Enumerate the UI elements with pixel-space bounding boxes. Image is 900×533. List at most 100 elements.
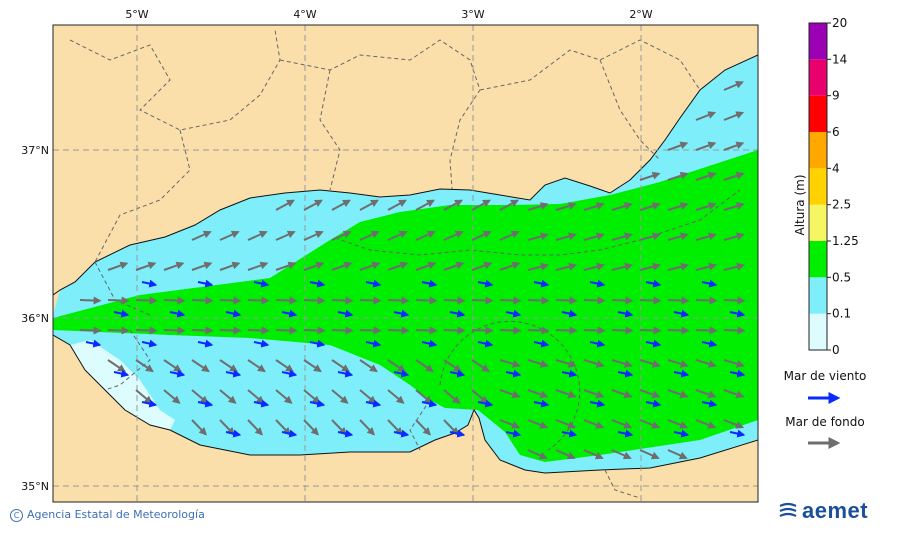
swell-arrow [387, 199, 407, 211]
colorbar-frame [808, 22, 828, 351]
swell-arrow [135, 261, 157, 271]
aemet-logo: aemet [778, 498, 868, 524]
swell-arrow [107, 296, 130, 305]
swell-arrow [667, 141, 689, 151]
swell-arrow [191, 359, 210, 373]
swell-arrow [723, 171, 745, 181]
colorbar-tick-label: 1.25 [832, 234, 859, 248]
lon-label-4w: 4°W [293, 8, 316, 21]
swell-arrow [527, 449, 548, 460]
swell-arrow [331, 359, 350, 373]
swell-arrow [443, 419, 460, 436]
swell-arrow [695, 202, 717, 211]
swell-arrow [499, 419, 521, 429]
wind-sea-arrow [225, 369, 242, 378]
swell-arrow [135, 359, 154, 373]
swell-arrow [583, 202, 605, 211]
swell-arrow [359, 419, 376, 436]
swell-arrow [219, 230, 240, 241]
swell-arrow [667, 232, 689, 241]
swell-arrow [247, 296, 270, 305]
swell-arrow [303, 359, 322, 373]
swell-arrow [667, 326, 690, 335]
swell-arrow [135, 326, 158, 335]
swell-arrow [471, 296, 494, 305]
swell-arrow [331, 230, 352, 241]
map-body [53, 25, 758, 502]
wind-sea-arrow [253, 399, 270, 408]
swell-arrow [723, 389, 745, 399]
wind-sea-arrow [701, 339, 718, 348]
swell-arrow [275, 326, 298, 335]
swell-arrow [555, 326, 578, 335]
swell-arrow [499, 359, 521, 368]
swell-arrow [79, 326, 102, 335]
swell-arrow [555, 419, 577, 429]
swell-arrow [471, 326, 494, 335]
wind-sea-arrow [561, 309, 578, 318]
swell-arrow [275, 359, 294, 373]
swell-arrow [583, 232, 605, 241]
swell-arrow [667, 449, 688, 460]
swell-arrow [527, 262, 549, 271]
swell-arrow [723, 359, 745, 368]
wind-sea-arrow [197, 339, 214, 348]
swell-arrow [527, 326, 550, 335]
swell-arrow [443, 261, 465, 271]
wind-sea-arrow [393, 309, 410, 318]
swell-arrow [723, 232, 745, 241]
swell-arrow [555, 202, 577, 211]
lat-label-37n: 37°N [21, 144, 49, 157]
wind-sea-arrow [617, 369, 634, 378]
swell-arrow [695, 111, 717, 121]
wind-sea-arrow [477, 399, 494, 408]
wind-sea-arrow [645, 399, 662, 408]
swell-arrow [107, 359, 126, 373]
wind-sea-arrow [645, 279, 662, 288]
swell-arrow [191, 261, 213, 271]
colorbar-band [809, 204, 827, 241]
wind-sea-arrow [645, 339, 662, 348]
wind-sea-arrow [113, 369, 130, 378]
swell-arrow [107, 261, 129, 271]
wind-sea-arrow [337, 309, 354, 318]
swell-arrow [695, 262, 717, 271]
agency-name: Agencia Estatal de Meteorología [27, 508, 205, 521]
colorbar-band [809, 313, 827, 350]
swell-arrow [331, 326, 354, 335]
swell-arrow [639, 359, 661, 368]
latitude-labels: 37°N 36°N 35°N [21, 144, 49, 493]
swell-arrow [639, 419, 661, 429]
wind-sea-arrow [141, 339, 158, 348]
colorbar-band [809, 277, 827, 314]
swell-arrow [163, 296, 186, 305]
swell-arrow [387, 261, 409, 271]
colorbar-tick-label: 9 [832, 89, 840, 103]
swell-arrow [611, 359, 633, 368]
aemet-swirl-icon [779, 502, 797, 517]
swell-arrow [611, 262, 633, 271]
swell-arrow [639, 389, 661, 399]
swell-arrow [443, 230, 464, 241]
colorbar-band [809, 241, 827, 278]
lat-label-36n: 36°N [21, 312, 49, 325]
swell-arrow [611, 232, 633, 241]
swell-arrow [639, 232, 661, 241]
swell-arrow [387, 389, 405, 404]
swell-arrow [415, 261, 437, 271]
copyright-icon: C [10, 509, 23, 522]
swell-arrow [275, 199, 295, 211]
swell-arrow [583, 296, 606, 305]
swell-arrow [247, 230, 268, 241]
swell-arrow [499, 389, 521, 399]
swell-arrow [303, 199, 323, 211]
swell-arrow [191, 296, 214, 305]
wind-sea-arrow [197, 399, 214, 408]
swell-arrow [639, 202, 661, 211]
swell-arrow [695, 389, 717, 399]
wind-sea-arrow [365, 339, 382, 348]
swell-arrow [527, 359, 549, 368]
wind-sea-arrow [169, 309, 186, 318]
swell-arrow [359, 199, 379, 211]
swell-arrow [471, 230, 492, 241]
